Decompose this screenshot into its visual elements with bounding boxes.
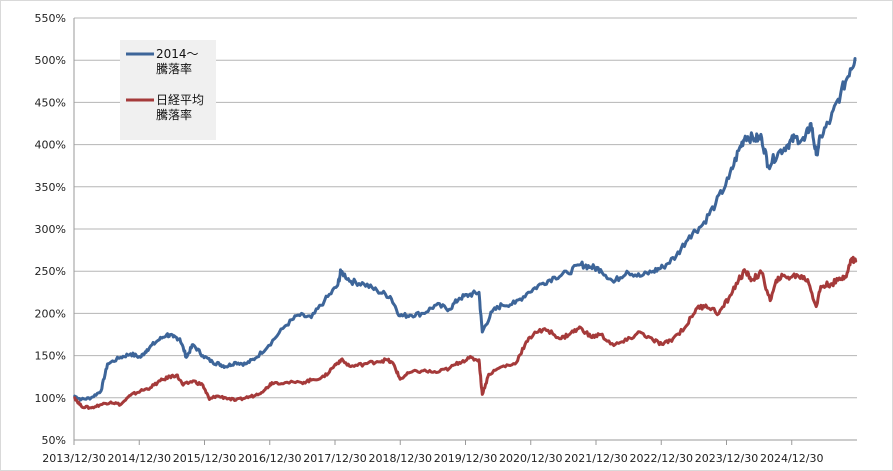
series-line-1 bbox=[73, 57, 857, 402]
x-tick-label: 2017/12/30 bbox=[303, 452, 366, 465]
legend-label-series-1-line-2: 騰落率 bbox=[156, 61, 192, 76]
y-tick-label: 300% bbox=[35, 223, 66, 236]
x-axis-ticks: 2013/12/30 2014/12/30 2015/12/30 2016/12/30… bbox=[42, 440, 823, 465]
legend-label-series-1-line-1: 2014〜 bbox=[156, 47, 199, 61]
x-tick-label: 2022/12/30 bbox=[630, 452, 693, 465]
y-tick-label: 50% bbox=[42, 434, 66, 447]
legend: 2014〜 騰落率 日経平均 騰落率 bbox=[120, 40, 216, 140]
y-tick-label: 150% bbox=[35, 350, 66, 363]
x-tick-label: 2021/12/30 bbox=[564, 452, 627, 465]
y-tick-label: 250% bbox=[35, 265, 66, 278]
y-tick-label: 450% bbox=[35, 96, 66, 109]
y-tick-label: 100% bbox=[35, 392, 66, 405]
legend-label-series-2-line-1: 日経平均 bbox=[156, 93, 204, 107]
x-tick-label: 2020/12/30 bbox=[499, 452, 562, 465]
x-tick-label: 2016/12/30 bbox=[238, 452, 301, 465]
x-tick-label: 2014/12/30 bbox=[108, 452, 171, 465]
series-lines bbox=[73, 57, 858, 410]
y-tick-label: 400% bbox=[35, 139, 66, 152]
y-tick-label: 350% bbox=[35, 181, 66, 194]
legend-label-series-2-line-2: 騰落率 bbox=[156, 107, 192, 122]
x-tick-label: 2023/12/30 bbox=[695, 452, 758, 465]
y-tick-label: 200% bbox=[35, 307, 66, 320]
y-tick-label: 500% bbox=[35, 54, 66, 67]
x-tick-label: 2018/12/30 bbox=[369, 452, 432, 465]
x-tick-label: 2024/12/30 bbox=[760, 452, 823, 465]
x-tick-label: 2013/12/30 bbox=[42, 452, 105, 465]
y-axis-ticks: 50% 100% 150% 200% 250% 300% 350% 400% 450% 500% 5… bbox=[35, 12, 66, 447]
legend-background bbox=[120, 40, 216, 140]
series-line-2 bbox=[73, 255, 858, 410]
x-tick-label: 2015/12/30 bbox=[173, 452, 236, 465]
y-tick-label: 550% bbox=[35, 12, 66, 25]
x-tick-label: 2019/12/30 bbox=[434, 452, 497, 465]
